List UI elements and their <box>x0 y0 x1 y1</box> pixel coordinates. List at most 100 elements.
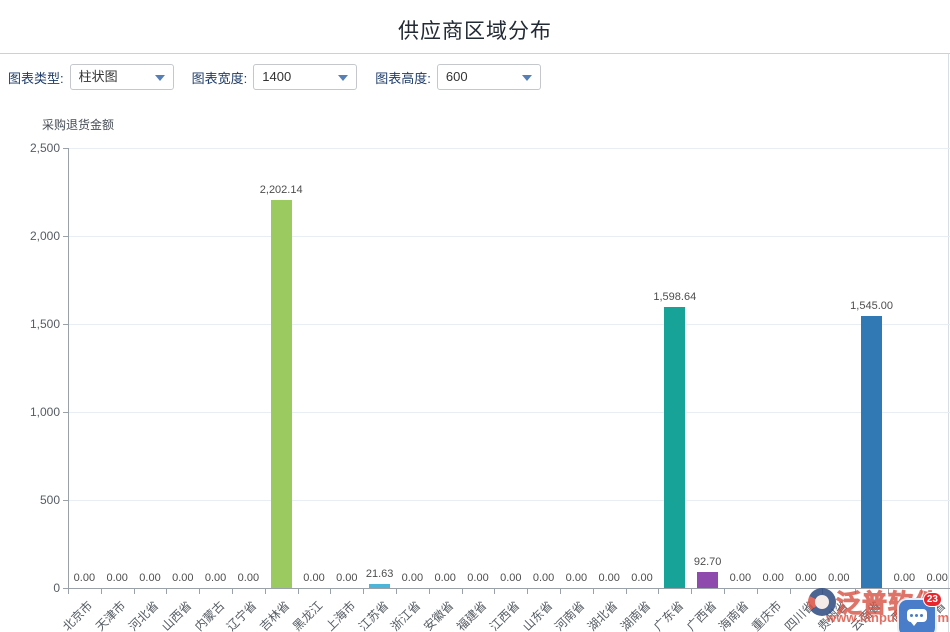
bar-value-label: 0.00 <box>565 572 588 584</box>
y-axis-tick <box>63 412 68 413</box>
bar-value-label: 0.00 <box>729 572 752 584</box>
chart-width-label: 图表宽度: <box>191 70 248 86</box>
y-tick-label: 2,000 <box>29 229 60 243</box>
chart-controls: 图表类型: 柱状图 图表宽度: 1400 图表高度: 600 <box>8 64 559 90</box>
chart-height-select[interactable]: 600 <box>436 64 541 90</box>
bar-value-label: 92.70 <box>693 555 722 568</box>
x-axis-tick <box>592 589 594 594</box>
bar-value-label: 0.00 <box>139 572 161 584</box>
bar-value-label: 0.00 <box>893 572 916 584</box>
chart-bar[interactable] <box>861 316 883 588</box>
bar-value-label: 0.00 <box>73 572 96 584</box>
bar-value-label: 0.00 <box>795 572 817 584</box>
x-axis-tick <box>691 589 693 594</box>
chart-width-select[interactable]: 1400 <box>253 64 358 90</box>
bar-value-label: 0.00 <box>204 572 227 584</box>
bar-value-label: 1,598.64 <box>653 290 697 303</box>
chat-icon <box>907 609 927 626</box>
chart-height-label: 图表高度: <box>375 70 431 86</box>
x-axis-tick <box>494 589 496 594</box>
x-axis-tick <box>756 589 758 594</box>
x-axis-tick <box>789 589 791 594</box>
chart-width-value: 1400 <box>262 69 292 84</box>
chat-badge: 23 <box>922 592 942 607</box>
x-axis-tick <box>396 589 397 594</box>
x-axis-tick <box>68 589 69 594</box>
y-tick-label: 2,500 <box>29 141 60 155</box>
y-tick-label: 0 <box>53 581 60 595</box>
y-gridline <box>68 500 950 501</box>
y-axis-tick <box>63 148 68 149</box>
y-axis-tick <box>63 588 68 589</box>
bar-value-label: 0.00 <box>631 572 653 584</box>
y-gridline <box>68 236 950 237</box>
x-axis-tick <box>822 589 824 594</box>
y-gridline <box>68 412 950 413</box>
bar-value-label: 0.00 <box>336 572 358 584</box>
bar-value-label: 0.00 <box>434 572 456 584</box>
y-axis-tick <box>63 500 68 501</box>
x-axis-tick <box>133 589 135 594</box>
bar-value-label: 0.00 <box>500 572 522 584</box>
bar-value-label: 0.00 <box>106 572 128 584</box>
chevron-down-icon <box>154 75 165 81</box>
header-divider <box>0 53 950 54</box>
y-tick-label: 500 <box>39 493 60 507</box>
x-axis-tick <box>461 589 463 594</box>
y-axis-tick <box>63 324 68 325</box>
chart-bar[interactable] <box>270 200 292 588</box>
chevron-down-icon <box>338 75 349 81</box>
x-axis-tick <box>658 589 660 594</box>
y-axis-tick <box>63 236 68 237</box>
bar-value-label: 0.00 <box>401 572 424 584</box>
bar-value-label: 21.63 <box>365 568 394 581</box>
x-axis-tick <box>199 589 201 594</box>
bar-value-label: 0.00 <box>532 572 555 584</box>
chart-bar[interactable] <box>697 571 719 588</box>
right-border <box>948 53 949 632</box>
x-axis-tick <box>560 589 561 594</box>
x-axis-tick <box>330 589 332 594</box>
bar-value-label: 0.00 <box>598 572 620 584</box>
x-axis-tick <box>724 589 725 594</box>
x-axis-tick <box>888 589 889 594</box>
y-axis-title: 采购退货金额 <box>42 118 115 132</box>
x-axis-tick <box>855 589 857 594</box>
page-title: 供应商区域分布 <box>398 20 552 43</box>
chat-button[interactable]: 23 <box>897 592 942 632</box>
bar-value-label: 0.00 <box>762 572 784 584</box>
x-axis-tick <box>232 589 233 594</box>
x-axis-tick <box>625 589 627 594</box>
y-axis-line <box>68 148 69 588</box>
bar-value-label: 0.00 <box>303 572 325 584</box>
x-axis-tick <box>264 589 266 594</box>
y-gridline <box>68 324 950 325</box>
chart-type-label: 图表类型: <box>8 70 64 86</box>
chart-bar[interactable] <box>369 584 391 588</box>
chart-height-value: 600 <box>445 69 468 84</box>
bar-value-label: 0.00 <box>172 572 194 584</box>
x-axis-tick <box>363 589 365 594</box>
y-tick-label: 1,000 <box>29 405 60 419</box>
chart-bar[interactable] <box>664 306 686 588</box>
bar-value-label: 0.00 <box>926 572 948 584</box>
chevron-down-icon <box>521 75 532 81</box>
chart-type-value: 柱状图 <box>78 69 118 84</box>
x-axis-tick <box>166 589 168 594</box>
y-gridline <box>68 148 950 149</box>
y-tick-label: 1,500 <box>29 317 60 331</box>
x-axis-tick <box>920 589 922 594</box>
bar-value-label: 0.00 <box>467 572 489 584</box>
x-axis-line <box>68 588 950 589</box>
x-axis-tick <box>527 589 529 594</box>
x-axis-tick <box>428 589 430 594</box>
bar-value-label: 0.00 <box>828 572 850 584</box>
bar-value-label: 0.00 <box>237 572 260 584</box>
chart-type-select[interactable]: 柱状图 <box>69 64 174 90</box>
x-axis-tick <box>297 589 299 594</box>
x-axis-tick <box>100 589 102 594</box>
bar-value-label: 2,202.14 <box>259 184 303 197</box>
bar-value-label: 1,545.00 <box>850 300 893 313</box>
